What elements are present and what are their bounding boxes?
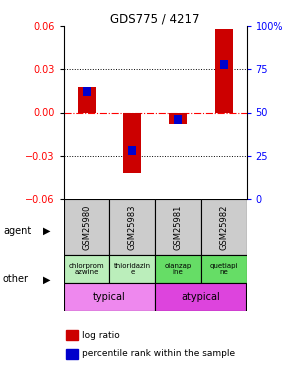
- Text: other: other: [3, 274, 29, 284]
- Bar: [110, 255, 155, 283]
- Bar: [155, 283, 246, 311]
- Text: chlorprom
azwine: chlorprom azwine: [69, 263, 104, 275]
- Bar: [215, 29, 233, 112]
- Bar: [110, 199, 155, 255]
- Bar: [77, 87, 96, 112]
- Text: log ratio: log ratio: [82, 331, 120, 340]
- Bar: [66, 349, 77, 358]
- Bar: [128, 146, 136, 155]
- Bar: [83, 87, 91, 96]
- Text: GSM25983: GSM25983: [128, 204, 137, 250]
- Text: GSM25980: GSM25980: [82, 204, 91, 250]
- Text: ▶: ▶: [43, 226, 51, 236]
- Bar: [64, 199, 110, 255]
- Bar: [155, 255, 201, 283]
- Bar: [66, 330, 77, 340]
- Bar: [201, 199, 246, 255]
- Bar: [155, 199, 201, 255]
- Bar: [169, 112, 187, 124]
- Text: percentile rank within the sample: percentile rank within the sample: [82, 349, 235, 358]
- Text: typical: typical: [93, 292, 126, 302]
- Text: agent: agent: [3, 226, 31, 236]
- Text: ▶: ▶: [43, 274, 51, 284]
- Bar: [123, 112, 142, 173]
- Text: quetiapi
ne: quetiapi ne: [209, 263, 238, 275]
- Text: GSM25982: GSM25982: [219, 204, 228, 250]
- Text: atypical: atypical: [182, 292, 220, 302]
- Text: olanzap
ine: olanzap ine: [164, 263, 192, 275]
- Bar: [174, 115, 182, 124]
- Text: GSM25981: GSM25981: [173, 204, 182, 250]
- Title: GDS775 / 4217: GDS775 / 4217: [110, 12, 200, 25]
- Bar: [201, 255, 246, 283]
- Bar: [64, 255, 110, 283]
- Bar: [220, 60, 228, 69]
- Text: thioridazin
e: thioridazin e: [114, 263, 151, 275]
- Bar: [64, 283, 155, 311]
